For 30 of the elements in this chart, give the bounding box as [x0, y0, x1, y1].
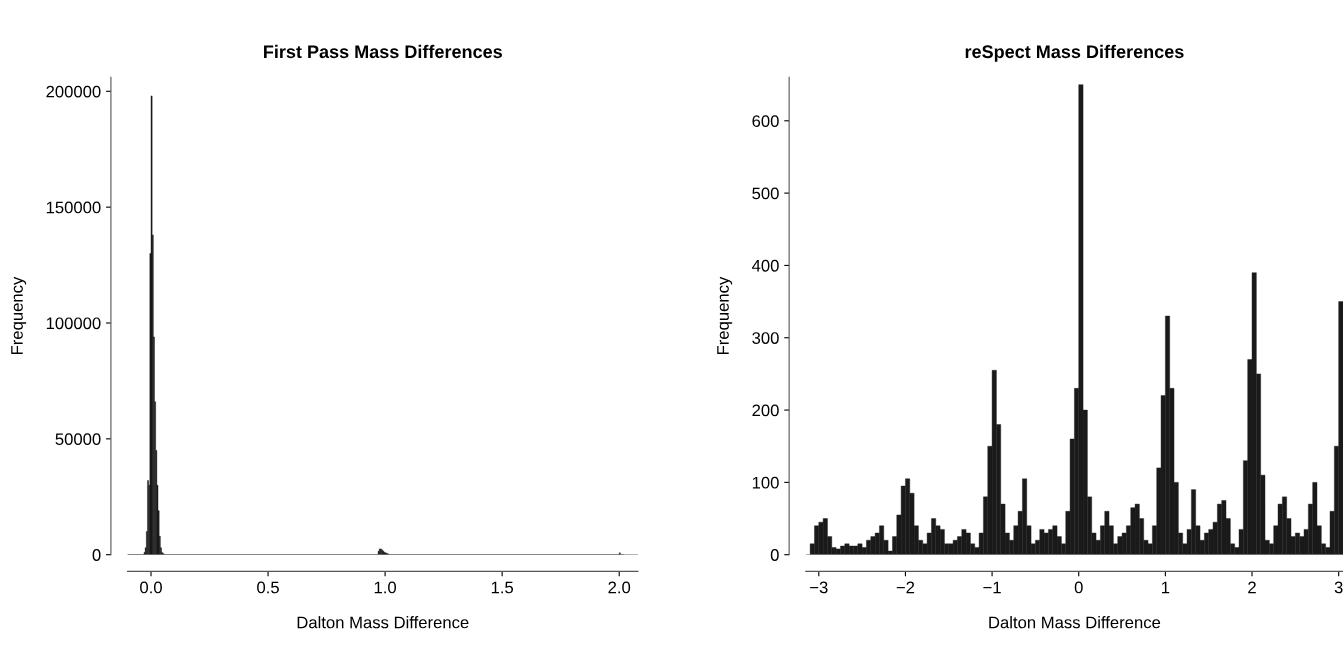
x-tick-label: 0.5	[257, 581, 279, 594]
y-tick-label: 100000	[46, 317, 101, 330]
y-axis-title: Frequency	[717, 276, 733, 355]
y-tick-label: 200	[752, 404, 779, 417]
x-tick-label: −2	[896, 581, 915, 594]
chart-title: reSpect Mass Differences	[965, 44, 1184, 62]
x-tick-label: 0	[1074, 581, 1083, 594]
x-tick-label: −1	[983, 581, 1001, 594]
x-axis-title: Dalton Mass Difference	[989, 616, 1161, 629]
y-tick-label: 200000	[46, 85, 101, 98]
y-tick-label: 400	[751, 259, 779, 272]
y-tick-label: 50000	[55, 433, 101, 446]
chart-title: First Pass Mass Differences	[264, 44, 502, 59]
x-tick-label: 2	[1248, 581, 1256, 594]
y-tick-label: 0	[770, 549, 779, 561]
x-tick-label: 3	[1334, 581, 1343, 594]
y-tick-label: 500	[752, 187, 779, 200]
x-tick-label: 1	[1162, 581, 1170, 594]
x-tick-label: 1.0	[374, 581, 397, 594]
x-axis-title: Dalton Mass Difference	[297, 616, 469, 629]
y-axis-title: Frequency	[11, 276, 27, 355]
y-tick-label: 150000	[46, 201, 101, 214]
x-tick-label: 1.5	[491, 581, 514, 594]
x-tick-label: 2.0	[608, 581, 631, 594]
x-tick-label: −3	[810, 581, 828, 594]
y-tick-label: 100	[752, 476, 779, 489]
x-tick-label: 0.0	[140, 581, 162, 594]
y-tick-label: 600	[752, 115, 779, 127]
y-tick-label: 0	[92, 549, 101, 561]
y-tick-label: 300	[752, 332, 779, 344]
